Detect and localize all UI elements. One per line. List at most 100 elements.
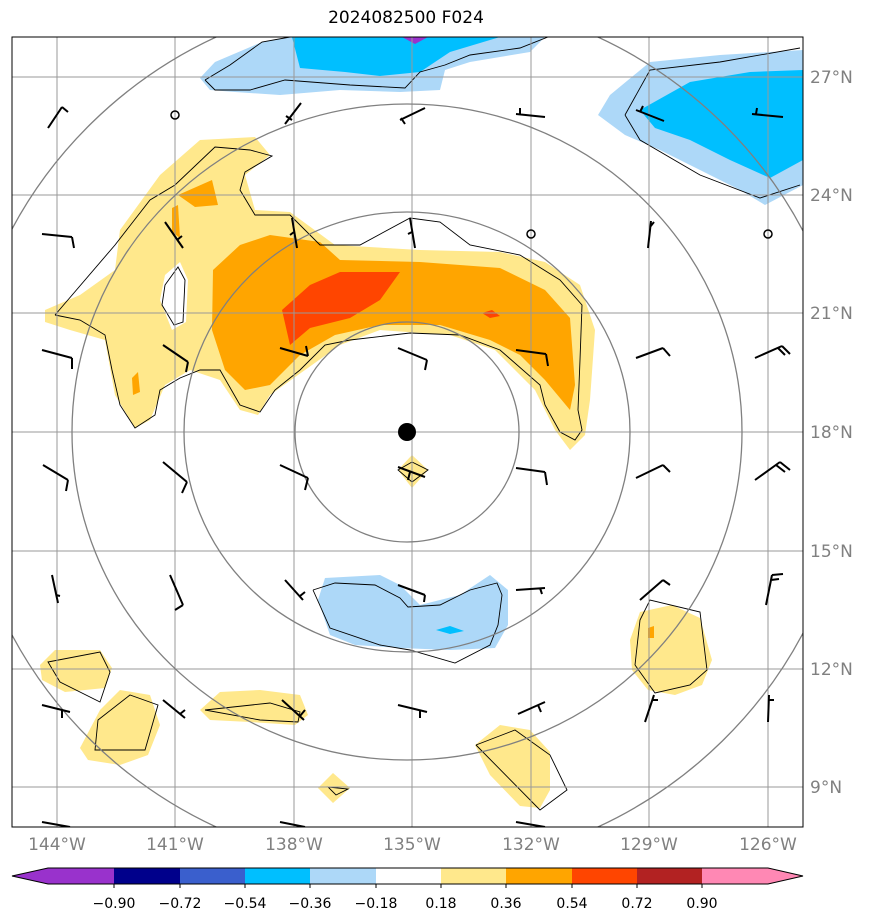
wind-barb — [635, 105, 665, 122]
wind-barb — [515, 821, 546, 827]
range-ring-6 — [183, 211, 631, 653]
wind-barb — [767, 694, 774, 723]
wind-barb — [279, 821, 306, 827]
wind-barb — [162, 344, 189, 373]
lon-label: 129°W — [620, 835, 678, 855]
colorbar-extend-low — [12, 868, 48, 884]
wind-barb — [41, 821, 71, 827]
lon-label: 126°W — [739, 835, 797, 855]
colorbar-tick-label: −0.72 — [159, 896, 202, 912]
colorbar: −0.90 −0.72 −0.54 −0.36 −0.18 0.18 0.36 … — [11, 867, 804, 912]
wind-barbs — [41, 102, 791, 827]
contour-positive-arc-high — [282, 272, 400, 345]
contour-line — [326, 786, 350, 796]
wind-calm — [763, 229, 773, 239]
colorbar-ticks — [113, 884, 703, 888]
wind-barb — [41, 704, 71, 718]
contour-positive-west-orange2 — [172, 205, 180, 238]
range-ring-3 — [294, 321, 520, 543]
wind-barb — [41, 233, 75, 249]
contour-positive-west-orange3 — [132, 372, 140, 395]
contour-positive-sw2 — [80, 690, 160, 765]
colorbar-outline — [11, 867, 804, 885]
colorbar-segment — [441, 868, 506, 884]
colorbar-tick-label: 0.72 — [621, 896, 652, 912]
wind-barb — [635, 347, 671, 359]
contour-line — [624, 47, 801, 199]
contour-negative-top-min — [402, 37, 428, 44]
map-frame — [11, 36, 804, 828]
contour-lines — [47, 37, 801, 811]
lat-label: 24°N — [810, 186, 853, 206]
colorbar-segment — [376, 868, 441, 884]
wind-barb — [47, 106, 69, 129]
contour-positive-east — [630, 605, 712, 695]
storm-center-marker — [398, 423, 416, 441]
wind-barb — [754, 461, 791, 481]
colorbar-segment — [310, 868, 376, 884]
wind-barb — [635, 464, 671, 479]
colorbar-segment — [114, 868, 180, 884]
wind-barb — [647, 220, 655, 249]
lat-labels: 27°N 24°N 21°N 18°N 15°N 12°N 9°N — [810, 68, 853, 798]
colorbar-segment — [506, 868, 572, 884]
colorbar-tick-label: 0.18 — [425, 896, 456, 912]
filled-contours — [40, 37, 803, 808]
contour-line — [204, 702, 301, 723]
wind-barb — [515, 349, 549, 367]
contour-positive-sw3 — [200, 690, 308, 725]
colorbar-segment — [245, 868, 310, 884]
wind-barb — [284, 579, 306, 601]
lat-label: 27°N — [810, 68, 853, 88]
range-rings — [12, 37, 803, 827]
wind-calm — [170, 110, 180, 120]
lon-label: 138°W — [265, 835, 323, 855]
wind-barb — [399, 107, 426, 125]
wind-barb — [751, 107, 784, 118]
wind-barb — [397, 704, 428, 718]
colorbar-tick-label: 0.90 — [686, 896, 717, 912]
contour-line — [634, 599, 708, 694]
contour-positive-west-orange — [178, 180, 218, 207]
contour-positive-arc-high2 — [482, 310, 500, 318]
colorbar-segment — [572, 868, 637, 884]
contour-line — [47, 651, 111, 703]
map-area — [12, 37, 803, 827]
contour-line — [475, 729, 568, 811]
colorbar-tick-label: −0.18 — [355, 896, 398, 912]
contour-line — [312, 582, 503, 664]
colorbar-tick-label: 0.36 — [490, 896, 521, 912]
contour-line — [94, 694, 159, 751]
map-title: 2024082500 F024 — [328, 8, 484, 28]
wind-barb — [51, 574, 61, 604]
lon-label: 132°W — [502, 835, 560, 855]
lon-label: 135°W — [383, 835, 441, 855]
colorbar-extend-high — [768, 868, 803, 884]
wind-barb — [754, 345, 791, 359]
wind-barb — [279, 345, 309, 357]
range-ring-9 — [71, 103, 743, 761]
lat-label: 18°N — [810, 423, 853, 443]
colorbar-segment — [180, 868, 245, 884]
lat-label: 9°N — [810, 778, 842, 798]
wind-barb — [644, 694, 658, 723]
lon-labels: 144°W 141°W 138°W 135°W 132°W 129°W 126°… — [28, 835, 797, 855]
lon-label: 141°W — [146, 835, 204, 855]
wind-calm — [526, 229, 536, 239]
colorbar-tick-label: −0.54 — [224, 896, 267, 912]
colorbar-tick-label: 0.54 — [556, 896, 587, 912]
wind-barb — [162, 699, 186, 719]
contour-line — [397, 461, 429, 483]
colorbar-tick-label: −0.36 — [289, 896, 332, 912]
wind-barb — [515, 467, 548, 486]
wind-barb — [515, 108, 546, 118]
colorbar-tick-label: −0.90 — [93, 896, 136, 912]
lat-label: 15°N — [810, 542, 853, 562]
contour-negative-south — [318, 575, 508, 650]
contour-line — [54, 146, 583, 441]
lat-label: 12°N — [810, 660, 853, 680]
wind-barb — [765, 573, 784, 606]
wind-barb — [281, 699, 306, 721]
wind-barb — [42, 464, 69, 492]
colorbar-segment — [48, 868, 114, 884]
